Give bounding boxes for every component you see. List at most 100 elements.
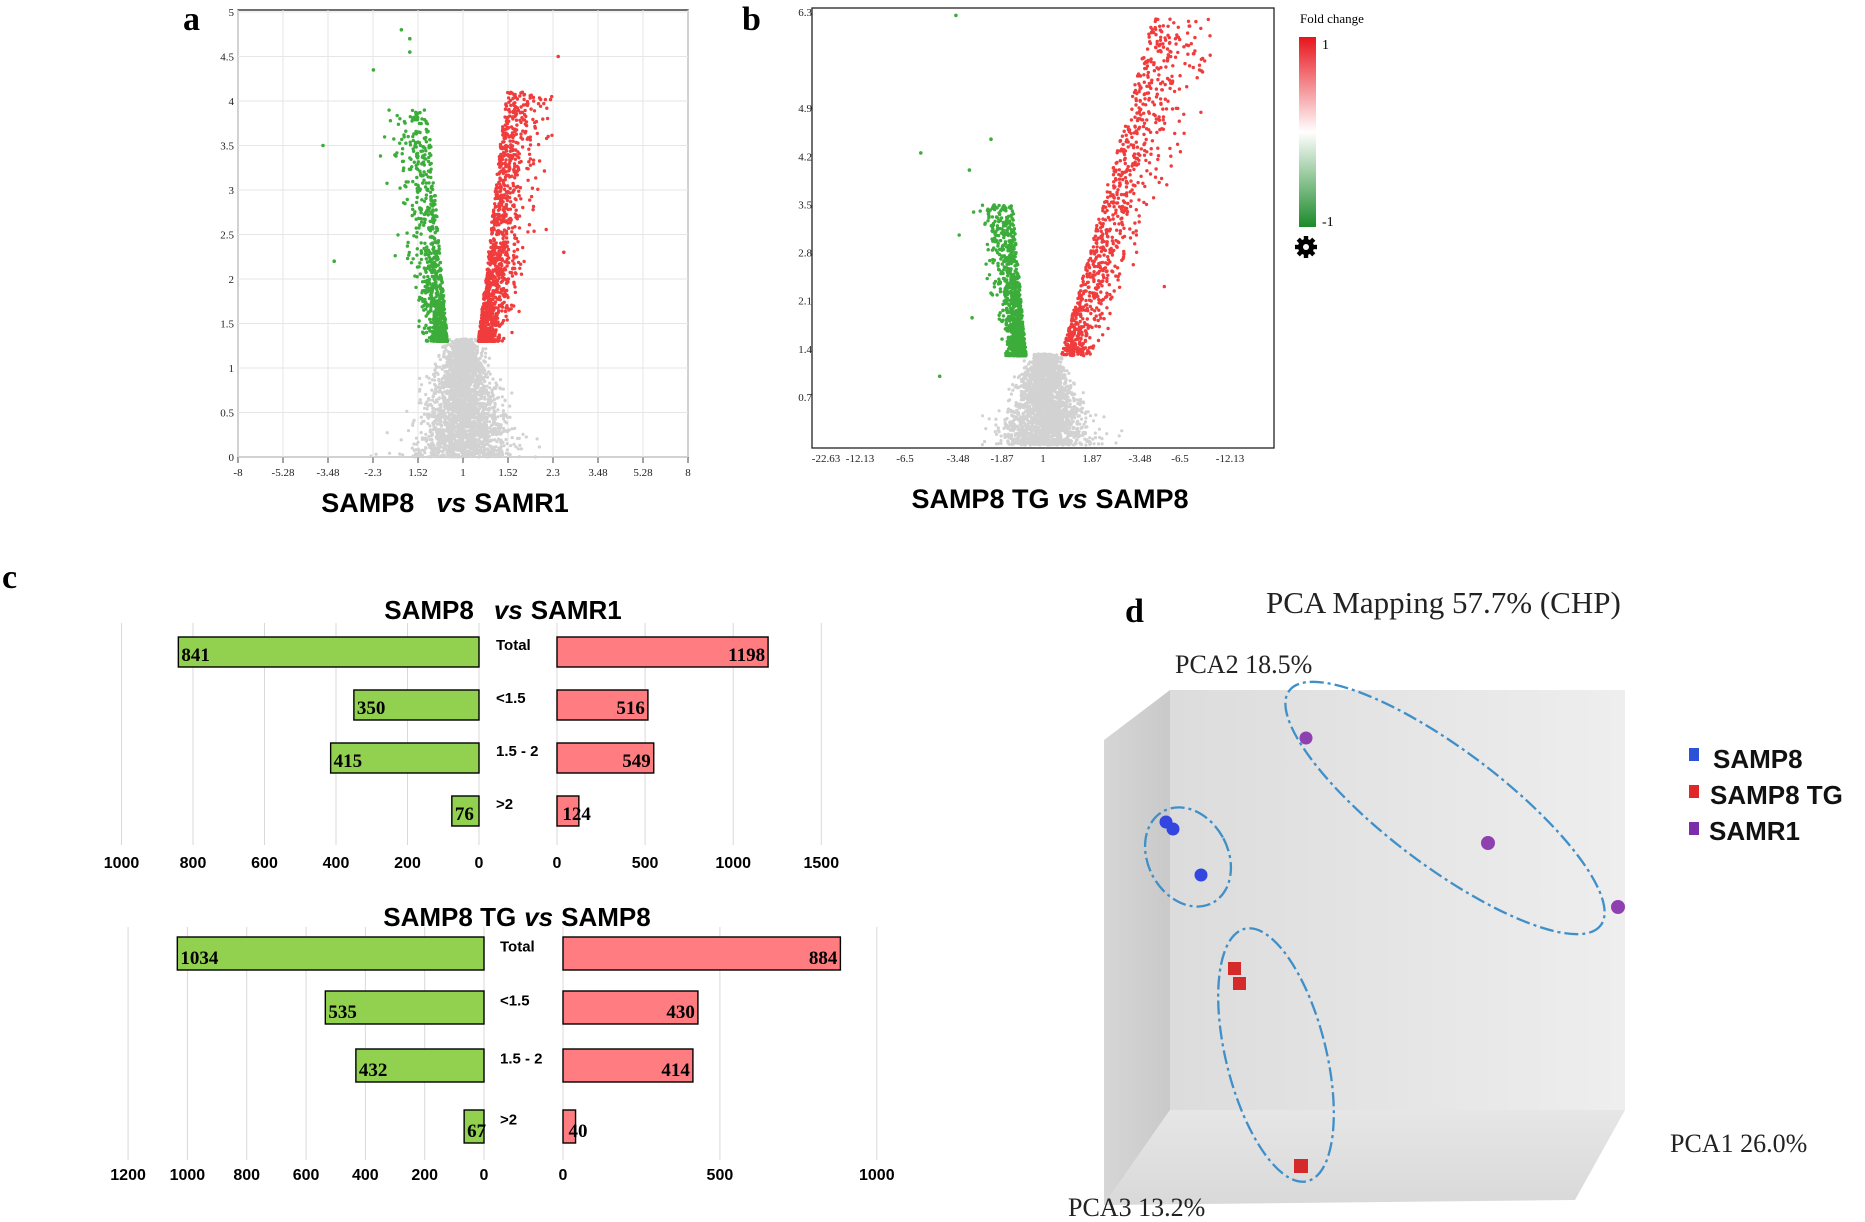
point-down: [414, 182, 418, 187]
point-down: [422, 199, 427, 203]
point-not-significant: [436, 408, 441, 412]
point-not-significant: [494, 445, 498, 449]
point-not-significant: [473, 382, 477, 387]
point-not-significant: [476, 377, 480, 381]
point-up: [491, 269, 495, 274]
point-up: [513, 157, 518, 161]
point-up: [496, 306, 500, 310]
point-not-significant: [491, 446, 495, 450]
point-up: [528, 135, 532, 139]
point-down: [424, 127, 428, 132]
point-not-significant: [411, 423, 415, 427]
point-down: [423, 301, 427, 305]
point-down: [430, 184, 434, 188]
point-not-significant: [501, 387, 505, 391]
point-down: [435, 228, 439, 232]
point-up: [489, 274, 493, 278]
point-not-significant: [485, 407, 489, 412]
point-down: [432, 333, 436, 338]
point-not-significant: [487, 391, 491, 395]
point-not-significant: [488, 381, 492, 385]
point-not-significant: [464, 358, 468, 362]
point-down: [435, 299, 440, 303]
point-not-significant: [484, 351, 488, 355]
point-not-significant: [460, 360, 464, 364]
point-up: [541, 117, 545, 121]
point-down: [428, 268, 432, 272]
point-up: [536, 142, 541, 147]
point-down: [441, 317, 445, 321]
point-not-significant: [472, 419, 476, 423]
point-down: [426, 248, 431, 252]
point-up: [501, 236, 505, 241]
point-not-significant: [432, 373, 436, 377]
point-outlier: [332, 259, 337, 264]
point-up: [502, 133, 506, 137]
point-not-significant: [504, 437, 508, 442]
point-not-significant: [484, 347, 488, 351]
point-up: [522, 92, 527, 97]
point-up: [491, 301, 495, 306]
point-down: [385, 181, 389, 185]
point-not-significant: [430, 378, 434, 382]
point-not-significant: [471, 425, 475, 429]
point-down: [435, 258, 439, 262]
point-down: [422, 118, 427, 122]
point-down: [419, 173, 423, 177]
point-up: [497, 336, 501, 340]
point-not-significant: [460, 455, 464, 459]
point-not-significant: [486, 447, 490, 451]
point-down: [429, 308, 433, 312]
point-not-significant: [437, 378, 441, 383]
point-up: [514, 215, 518, 219]
point-not-significant: [496, 396, 501, 400]
point-up: [500, 302, 504, 306]
point-up: [504, 229, 509, 233]
point-up: [517, 309, 521, 314]
point-not-significant: [424, 432, 428, 436]
point-not-significant: [510, 436, 514, 440]
point-down: [417, 216, 421, 221]
point-down: [415, 253, 419, 257]
point-not-significant: [449, 413, 454, 417]
x-tick-label: 1.52: [498, 467, 517, 479]
point-not-significant: [439, 416, 443, 420]
point-up: [504, 314, 508, 318]
point-not-significant: [431, 398, 435, 402]
point-not-significant: [445, 420, 449, 425]
point-down: [400, 147, 405, 151]
point-not-significant: [473, 415, 477, 420]
point-up: [480, 323, 484, 328]
point-down: [411, 147, 415, 151]
point-not-significant: [496, 415, 500, 419]
point-not-significant: [440, 411, 444, 415]
point-not-significant: [419, 454, 423, 458]
point-down: [432, 194, 437, 198]
point-not-significant: [472, 404, 476, 408]
point-not-significant: [441, 430, 445, 435]
point-not-significant: [464, 454, 468, 458]
point-not-significant: [486, 451, 490, 455]
point-down: [426, 169, 431, 173]
point-down: [431, 330, 435, 334]
point-not-significant: [508, 415, 512, 419]
point-not-significant: [497, 446, 501, 450]
point-up: [531, 117, 535, 122]
point-not-significant: [483, 355, 488, 359]
point-up: [508, 139, 512, 143]
point-up: [529, 194, 534, 199]
point-not-significant: [455, 431, 459, 435]
point-not-significant: [440, 377, 444, 381]
point-not-significant: [439, 454, 443, 458]
panel-label-c: c: [2, 559, 17, 596]
point-not-significant: [435, 400, 439, 404]
point-up: [505, 122, 510, 126]
point-up: [489, 259, 493, 263]
x-tick-label: -2.3: [364, 467, 382, 479]
point-not-significant: [490, 432, 494, 436]
point-up: [512, 114, 517, 119]
point-down: [404, 185, 408, 189]
point-down: [396, 122, 401, 127]
point-up: [499, 268, 504, 273]
point-not-significant: [481, 454, 486, 458]
